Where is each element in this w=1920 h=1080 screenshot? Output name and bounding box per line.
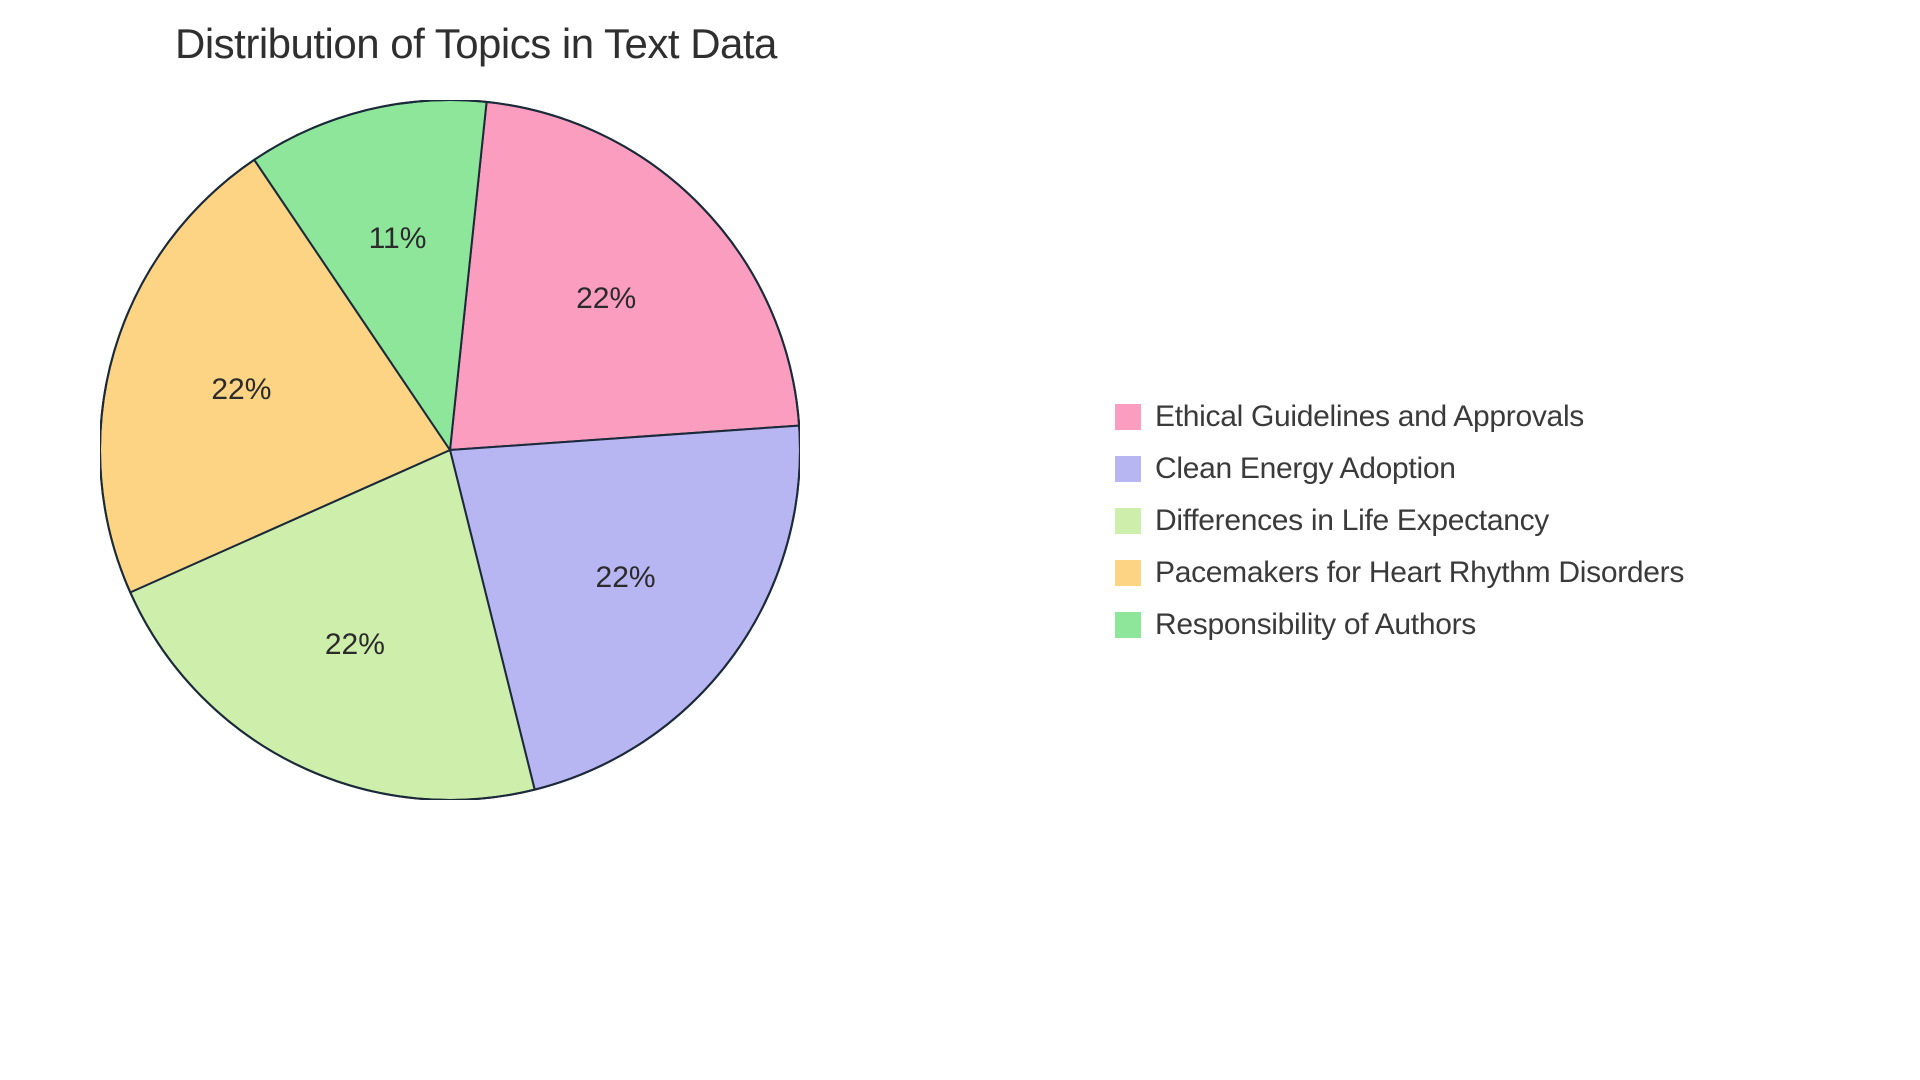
pie-svg (100, 100, 800, 800)
legend-swatch (1115, 612, 1141, 638)
legend-swatch (1115, 404, 1141, 430)
pie-slice[interactable] (450, 102, 799, 450)
legend-item[interactable]: Ethical Guidelines and Approvals (1115, 400, 1684, 434)
legend-swatch (1115, 560, 1141, 586)
legend-item[interactable]: Responsibility of Authors (1115, 608, 1684, 642)
pie-chart: 22% 22% 22% 22% 11% (100, 100, 800, 800)
slice-percent-label: 11% (369, 222, 427, 256)
legend: Ethical Guidelines and Approvals Clean En… (1115, 400, 1684, 642)
legend-item[interactable]: Pacemakers for Heart Rhythm Disorders (1115, 556, 1684, 590)
legend-label: Pacemakers for Heart Rhythm Disorders (1155, 556, 1684, 590)
slice-percent-label: 22% (596, 561, 656, 595)
slice-percent-label: 22% (211, 373, 271, 407)
legend-label: Clean Energy Adoption (1155, 452, 1456, 486)
legend-swatch (1115, 456, 1141, 482)
slice-percent-label: 22% (325, 628, 385, 662)
legend-label: Differences in Life Expectancy (1155, 504, 1549, 538)
chart-title: Distribution of Topics in Text Data (175, 20, 777, 68)
legend-item[interactable]: Clean Energy Adoption (1115, 452, 1684, 486)
legend-swatch (1115, 508, 1141, 534)
legend-item[interactable]: Differences in Life Expectancy (1115, 504, 1684, 538)
chart-container: Distribution of Topics in Text Data 22%2… (0, 0, 1920, 1080)
legend-label: Responsibility of Authors (1155, 608, 1476, 642)
slice-percent-label: 22% (576, 282, 636, 316)
legend-label: Ethical Guidelines and Approvals (1155, 400, 1584, 434)
